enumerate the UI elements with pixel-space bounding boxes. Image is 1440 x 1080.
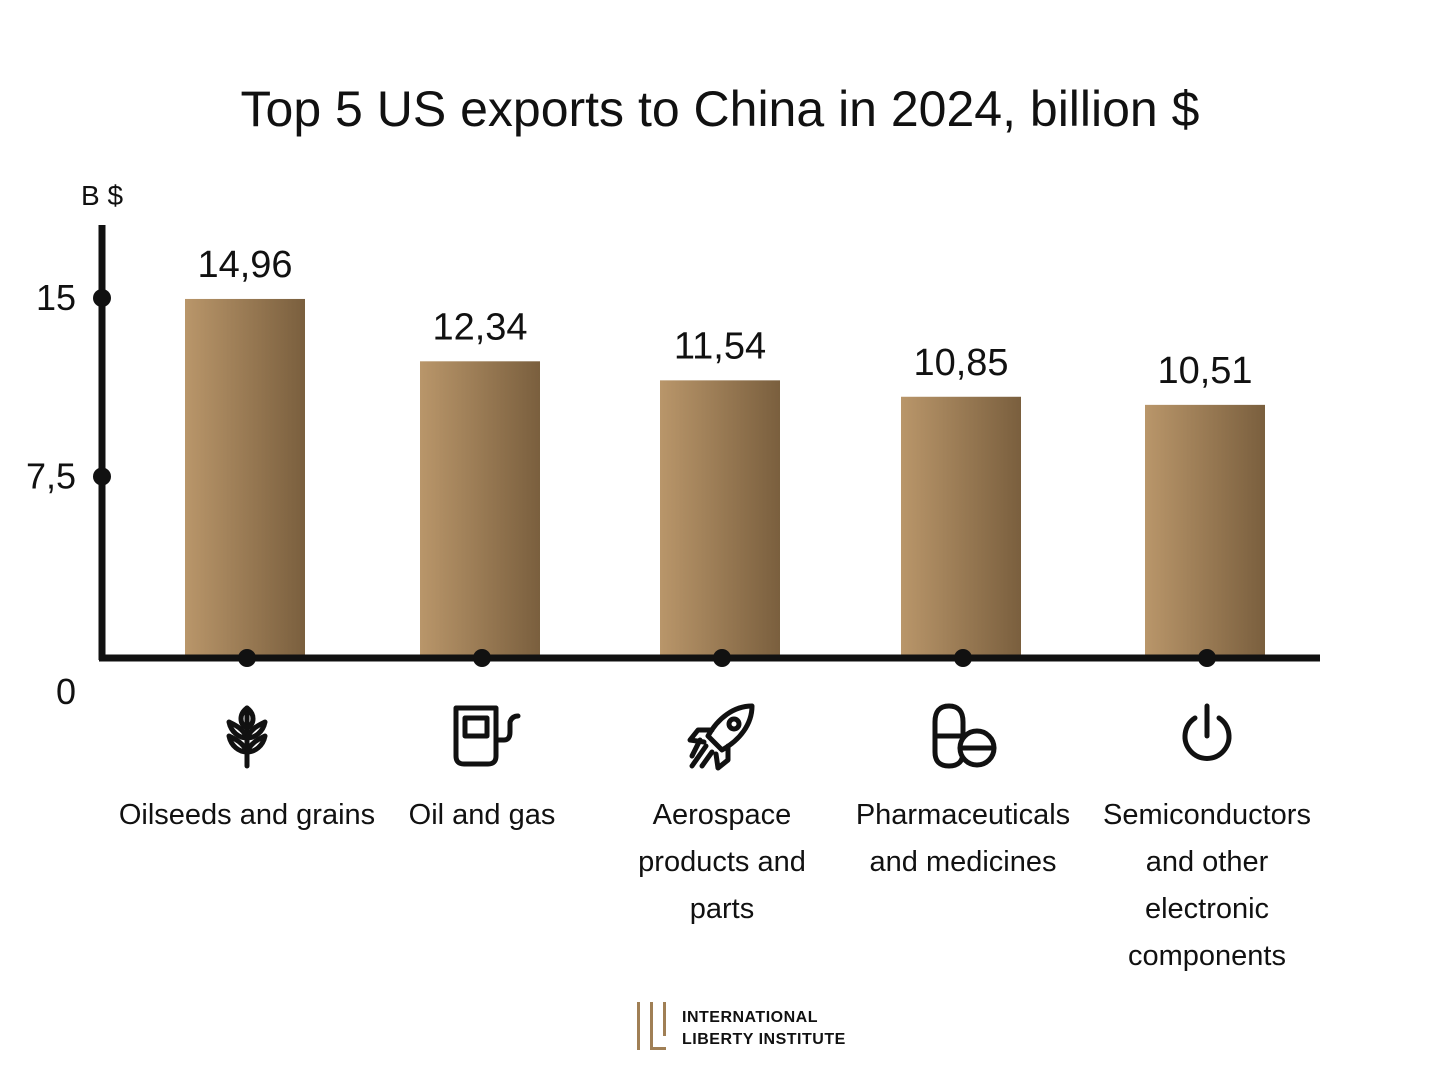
bar: [901, 396, 1021, 655]
category-label-line: electronic: [1145, 893, 1269, 925]
bar-value-label: 11,54: [674, 325, 766, 367]
category-label-line: Oil and gas: [409, 799, 556, 831]
bar-value-label: 14,96: [197, 244, 292, 286]
logo-mark-bar-4: [663, 1002, 666, 1036]
y-tick-dot: [93, 467, 111, 486]
x-tick-dot: [238, 649, 256, 667]
bar: [1145, 404, 1265, 655]
logo-mark-bar-2: [650, 1002, 653, 1050]
category-label-line: Aerospace: [653, 799, 792, 831]
bar-value-label: 10,85: [913, 342, 1008, 384]
fuel-pump-icon: [453, 705, 521, 767]
category-label: Oil and gas: [409, 799, 556, 831]
category-label-line: Semiconductors: [1103, 799, 1311, 831]
category-label-line: Oilseeds and grains: [119, 799, 375, 831]
category-label-line: components: [1128, 940, 1286, 972]
category-label-line: products and: [638, 846, 806, 878]
bar-value-label: 10,51: [1157, 350, 1252, 392]
pills-icon: [932, 703, 997, 769]
category-label: Aerospace products and parts: [638, 799, 806, 925]
category-label-line: and medicines: [870, 846, 1057, 878]
bar-value-label: 12,34: [432, 306, 527, 348]
category-label: Semiconductors and other electronic compone…: [1103, 799, 1311, 972]
category-label: Pharmaceuticals and medicines: [856, 799, 1070, 878]
category-label-line: and other: [1146, 846, 1269, 878]
y-tick-dot: [93, 289, 111, 307]
y-axis-unit-label: B $: [81, 180, 123, 211]
bars-layer: 14,96 12,34 11,54 10,85 10,51: [185, 244, 1265, 655]
category-label-line: parts: [690, 893, 754, 925]
y-tick-label: 0: [56, 671, 76, 712]
logo-line-1: INTERNATIONAL: [682, 1009, 818, 1026]
logo-line-2: LIBERTY INSTITUTE: [682, 1031, 846, 1048]
rocket-icon: [687, 703, 755, 771]
institute-logo: INTERNATIONAL LIBERTY INSTITUTE: [637, 1002, 846, 1050]
y-tick-label: 15: [36, 277, 76, 318]
logo-mark-bar-1: [637, 1002, 640, 1050]
wheat-icon: [226, 705, 268, 769]
logo-mark-bar-3: [650, 1047, 666, 1050]
bar: [185, 298, 305, 655]
x-tick-dot: [1198, 649, 1216, 667]
categories-layer: Oilseeds and grains Oil and gas Aerospace p…: [119, 703, 1311, 972]
category-label-line: Pharmaceuticals: [856, 799, 1070, 831]
x-tick-dot: [473, 649, 491, 667]
x-tick-dot: [954, 649, 972, 667]
y-tick-label: 7,5: [26, 456, 76, 497]
bar: [420, 361, 540, 655]
category-label: Oilseeds and grains: [119, 799, 375, 831]
chart-title: Top 5 US exports to China in 2024, billi…: [241, 81, 1200, 137]
bar: [660, 380, 780, 655]
power-icon: [1182, 703, 1232, 761]
x-tick-dot: [713, 649, 731, 667]
y-ticks-layer: 0 7,5 15: [26, 277, 1216, 712]
